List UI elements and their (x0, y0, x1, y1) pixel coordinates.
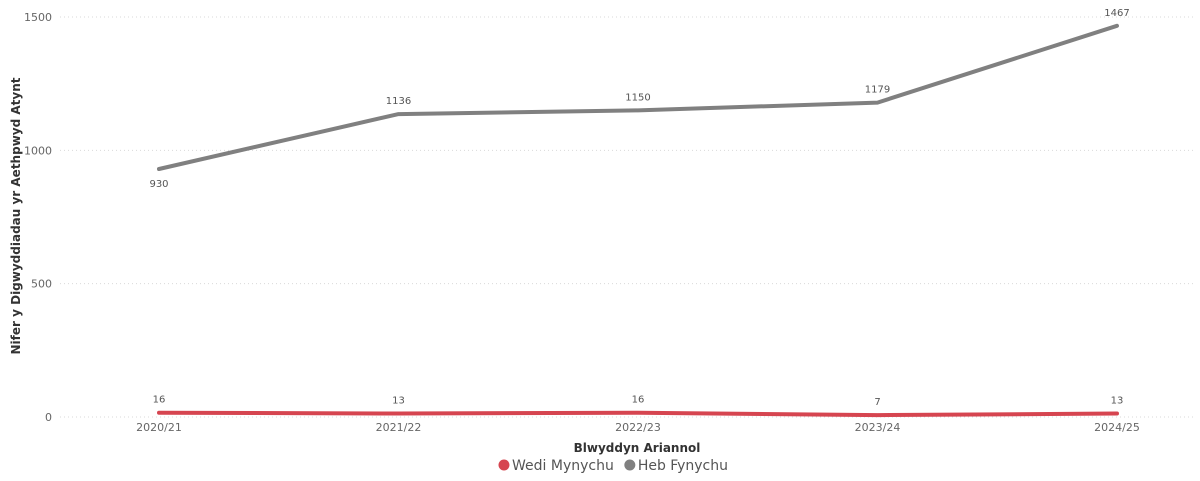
legend-label: Heb Fynychu (638, 458, 728, 474)
data-labels: 16 13 16 7 13 930 1136 1150 1179 1467 (149, 8, 1129, 408)
data-label: 1179 (865, 85, 890, 96)
y-tick-label: 1500 (24, 11, 52, 24)
legend-marker (624, 459, 636, 471)
legend-marker (498, 459, 510, 471)
x-axis-title: Blwyddyn Ariannol (574, 441, 701, 455)
x-tick-label: 2020/21 (136, 421, 182, 434)
y-axis-ticks: 0 500 1000 1500 (24, 11, 52, 424)
x-tick-label: 2024/25 (1094, 421, 1140, 434)
data-label: 13 (1111, 396, 1124, 407)
x-axis-ticks: 2020/21 2021/22 2022/23 2023/24 2024/25 (136, 421, 1140, 434)
gridlines (60, 16, 1195, 418)
y-tick-label: 0 (45, 411, 52, 424)
data-label: 930 (149, 179, 168, 190)
data-label: 1150 (625, 92, 650, 103)
x-tick-label: 2022/23 (615, 421, 661, 434)
y-tick-label: 1000 (24, 144, 52, 157)
data-label: 13 (392, 396, 405, 407)
y-tick-label: 500 (31, 278, 52, 291)
y-axis-title: Nifer y Digwyddiadau yr Aethpwyd Atynt (9, 77, 23, 354)
legend-label: Wedi Mynychu (512, 458, 614, 474)
x-tick-label: 2021/22 (376, 421, 422, 434)
data-label: 1467 (1104, 8, 1129, 19)
series-line-1 (157, 410, 1119, 418)
data-label: 16 (632, 395, 645, 406)
data-label: 16 (153, 395, 166, 406)
series-line-2 (157, 23, 1119, 171)
data-label: 1136 (386, 96, 411, 107)
series-lines (157, 23, 1119, 418)
data-label: 7 (874, 397, 880, 408)
x-tick-label: 2023/24 (855, 421, 901, 434)
legend: Wedi Mynychu Heb Fynychu (498, 458, 728, 474)
